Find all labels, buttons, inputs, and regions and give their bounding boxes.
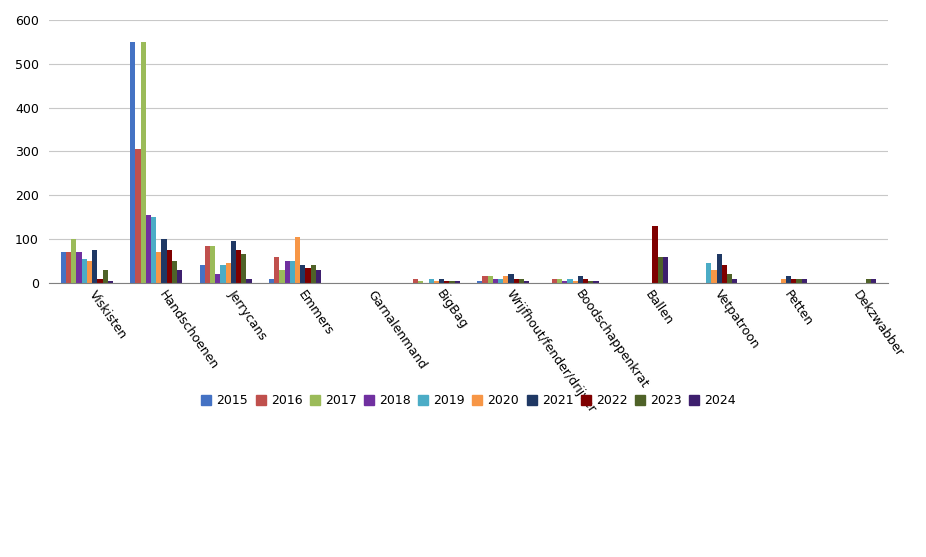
Bar [226,263,231,283]
Bar [177,270,182,283]
Bar [791,278,796,283]
Bar [274,257,280,283]
Bar [524,281,530,283]
Bar [306,267,311,283]
Bar [707,263,711,283]
Bar [871,278,876,283]
Bar [508,274,514,283]
Bar [161,239,167,283]
Bar [419,281,423,283]
Bar [107,281,113,283]
Bar [210,246,215,283]
Bar [557,278,562,283]
Bar [316,270,321,283]
Bar [236,250,242,283]
Bar [449,281,455,283]
Bar [519,278,524,283]
Bar [717,255,722,283]
Bar [295,237,300,283]
Bar [711,270,717,283]
Bar [131,42,135,283]
Bar [231,241,236,283]
Bar [786,276,791,283]
Bar [727,274,732,283]
Bar [97,278,103,283]
Bar [568,278,572,283]
Bar [455,281,460,283]
Bar [663,257,668,283]
Bar [583,278,588,283]
Bar [311,265,316,283]
Bar [802,278,807,283]
Bar [562,281,568,283]
Bar [444,281,449,283]
Bar [514,278,519,283]
Bar [269,278,274,283]
Bar [796,278,802,283]
Bar [200,265,205,283]
Bar [151,217,156,283]
Bar [61,252,66,283]
Bar [413,278,419,283]
Bar [866,278,871,283]
Bar [81,259,87,283]
Bar [246,278,252,283]
Bar [172,261,177,283]
Legend: 2015, 2016, 2017, 2018, 2019, 2020, 2021, 2022, 2023, 2024: 2015, 2016, 2017, 2018, 2019, 2020, 2021… [196,389,741,412]
Bar [477,281,482,283]
Bar [300,265,306,283]
Bar [280,270,284,283]
Bar [781,278,786,283]
Bar [482,276,488,283]
Bar [588,281,594,283]
Bar [653,226,657,283]
Bar [66,252,71,283]
Bar [493,278,498,283]
Bar [167,250,172,283]
Bar [594,281,599,283]
Bar [146,215,151,283]
Bar [488,276,493,283]
Bar [92,250,97,283]
Bar [290,261,295,283]
Bar [434,281,439,283]
Bar [572,281,578,283]
Bar [215,274,220,283]
Bar [220,265,226,283]
Bar [141,42,146,283]
Bar [205,246,210,283]
Bar [429,280,434,283]
Bar [284,261,290,283]
Bar [578,276,583,283]
Bar [722,265,727,283]
Bar [503,276,508,283]
Bar [156,252,161,283]
Bar [498,280,503,283]
Bar [103,270,107,283]
Bar [242,255,246,283]
Bar [87,261,92,283]
Bar [135,149,141,283]
Bar [657,257,663,283]
Bar [732,278,737,283]
Bar [71,239,77,283]
Bar [552,278,557,283]
Bar [439,278,444,283]
Bar [77,252,81,283]
